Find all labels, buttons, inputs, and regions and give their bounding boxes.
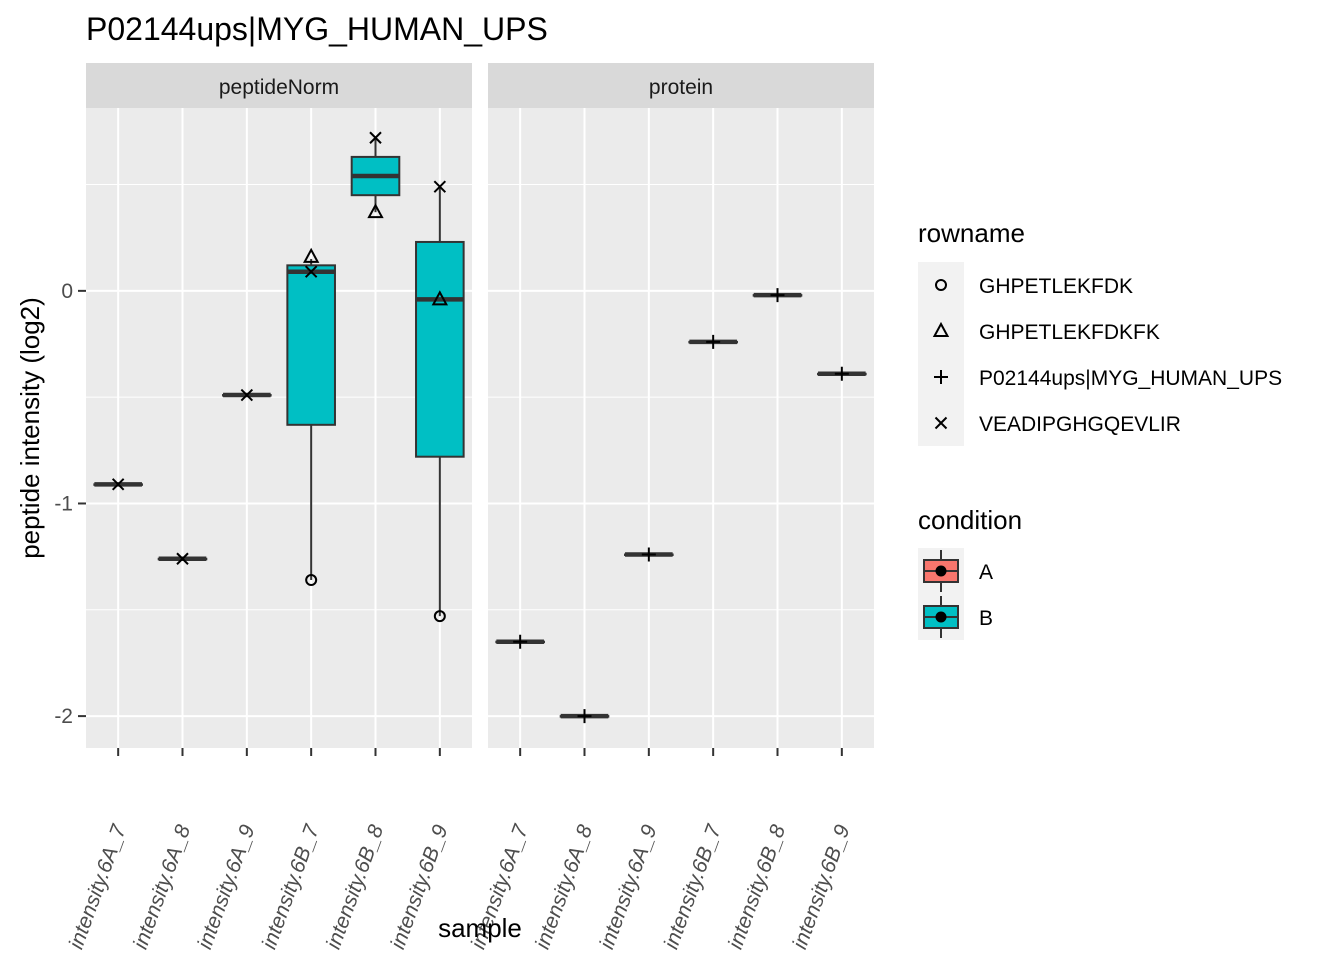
- point-circle: [935, 279, 947, 291]
- panel-background: [488, 108, 874, 748]
- legend-key: [918, 308, 964, 354]
- box-body: [286, 264, 336, 426]
- legend-key: [918, 262, 964, 308]
- legend-title-rowname: rowname: [918, 218, 1025, 248]
- box-intensity.6B_9: [415, 186, 465, 617]
- point-triangle: [932, 321, 950, 337]
- point-triangle: [302, 247, 320, 263]
- point-cross: [176, 552, 189, 565]
- point-cross: [240, 388, 254, 402]
- y-axis-label: peptide intensity (log2): [15, 297, 45, 559]
- point-plus: [934, 370, 948, 384]
- facet-strip: [86, 63, 472, 108]
- point-circle: [305, 574, 318, 587]
- x-tick-label: intensity.6A_9: [595, 822, 661, 953]
- point-plus: [834, 366, 849, 381]
- point-triangle: [431, 290, 449, 306]
- x-tick-label: intensity.6A_8: [129, 822, 195, 953]
- point-cross: [934, 416, 948, 430]
- point-cross: [111, 478, 125, 491]
- legend-label: GHPETLEKFDKFK: [979, 321, 1160, 344]
- legend-label: P02144ups|MYG_HUMAN_UPS: [979, 367, 1282, 390]
- point-cross: [433, 180, 447, 193]
- x-tick-label: intensity.6A_9: [193, 822, 259, 953]
- x-tick-label: intensity.6B_7: [660, 821, 727, 953]
- legend-label: B: [979, 607, 993, 630]
- point-plus: [577, 709, 592, 724]
- x-axis-label: sample: [438, 913, 522, 943]
- facet-peptideNorm: peptideNormintensity.6A_7intensity.6A_8i…: [65, 63, 472, 952]
- point-plus: [706, 334, 721, 349]
- legend-dot: [935, 611, 947, 623]
- point-plus: [513, 634, 528, 649]
- x-tick-label: intensity.6A_8: [531, 822, 597, 953]
- y-tick-label: 0: [61, 280, 73, 303]
- legend-label: A: [979, 561, 993, 584]
- point-cross: [304, 265, 318, 278]
- point-cross: [369, 131, 382, 144]
- facet-strip-label: peptideNorm: [219, 76, 339, 99]
- point-triangle: [367, 203, 384, 219]
- x-tick-label: intensity.6B_8: [724, 822, 790, 953]
- x-tick-label: intensity.6A_7: [65, 821, 132, 953]
- legend-label: GHPETLEKFDK: [979, 275, 1133, 298]
- facet-protein: proteinintensity.6A_7intensity.6A_8inten…: [467, 63, 874, 952]
- y-tick-label: -2: [54, 705, 73, 728]
- x-tick-label: intensity.6B_7: [258, 821, 325, 953]
- x-tick-label: intensity.6B_9: [788, 822, 854, 953]
- box-body: [415, 240, 465, 458]
- legend-label: VEADIPGHGQEVLIR: [979, 413, 1181, 436]
- legend-dot: [935, 565, 947, 577]
- point-circle: [433, 610, 446, 623]
- panel-background: [86, 108, 472, 748]
- point-plus: [641, 547, 656, 562]
- chart-title: P02144ups|MYG_HUMAN_UPS: [86, 11, 548, 47]
- facet-strip-label: protein: [649, 76, 713, 99]
- y-tick-label: -1: [54, 492, 73, 515]
- facet-strip: [488, 63, 874, 108]
- x-tick-label: intensity.6B_8: [322, 822, 388, 953]
- point-plus: [770, 288, 785, 303]
- legend-title-condition: condition: [918, 505, 1022, 535]
